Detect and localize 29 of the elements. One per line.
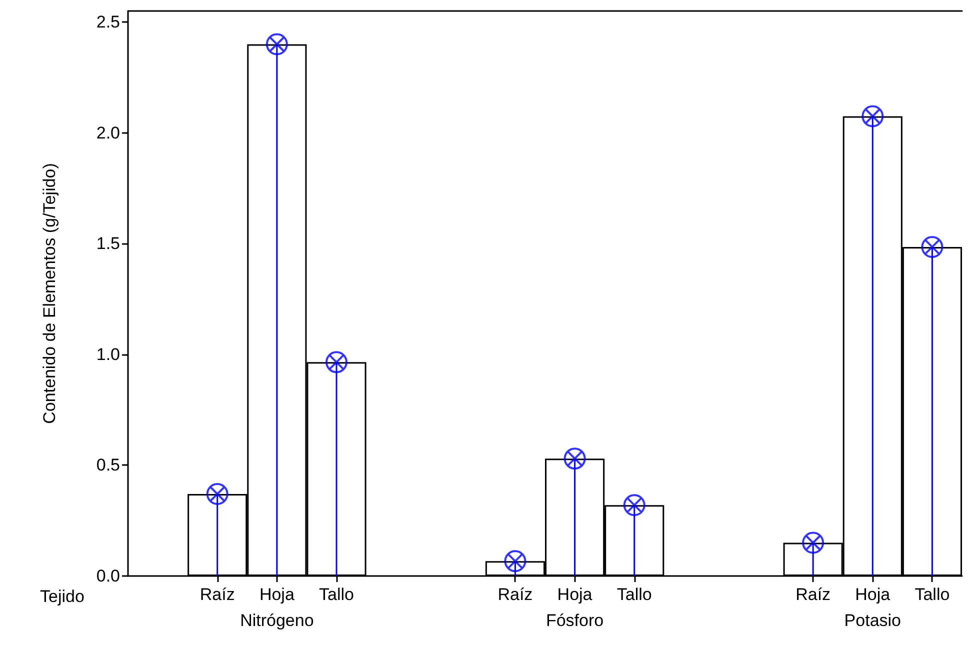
y-tick-label: 1.0 bbox=[96, 344, 120, 364]
point bbox=[921, 236, 944, 258]
y-tick-label: 0.0 bbox=[96, 566, 120, 586]
y-axis-title: Contenido de Elementos (g/Tejido) bbox=[40, 163, 59, 424]
text: Nitrógeno bbox=[240, 611, 314, 630]
point bbox=[206, 483, 228, 506]
text: Potasio bbox=[844, 611, 901, 630]
x-tick-label: Tallo bbox=[914, 585, 950, 604]
text: Fósforo bbox=[546, 611, 604, 630]
x-tick-label: Raíz bbox=[498, 585, 533, 604]
point bbox=[326, 351, 348, 374]
point bbox=[862, 105, 884, 128]
y-tick-label: 2.5 bbox=[96, 12, 120, 32]
point bbox=[802, 532, 824, 554]
point bbox=[266, 33, 288, 56]
y-tick-label: 0.5 bbox=[96, 456, 120, 475]
x-tick-label: Tallo bbox=[319, 585, 354, 604]
point bbox=[504, 550, 526, 572]
x-tick-label: Hoja bbox=[855, 585, 891, 604]
x-tick-label: Raíz bbox=[200, 585, 235, 604]
x-tick-label: Hoja bbox=[557, 585, 593, 604]
point bbox=[623, 494, 646, 516]
y-tick-label: 2.0 bbox=[96, 123, 120, 142]
point bbox=[564, 448, 586, 470]
x-axis-title: Tejido bbox=[40, 587, 84, 606]
y-tick-label: 1.5 bbox=[96, 234, 120, 254]
x-tick-label: Raíz bbox=[796, 585, 831, 604]
x-tick-label: Tallo bbox=[616, 585, 652, 604]
x-tick-label: Hoja bbox=[259, 585, 295, 604]
